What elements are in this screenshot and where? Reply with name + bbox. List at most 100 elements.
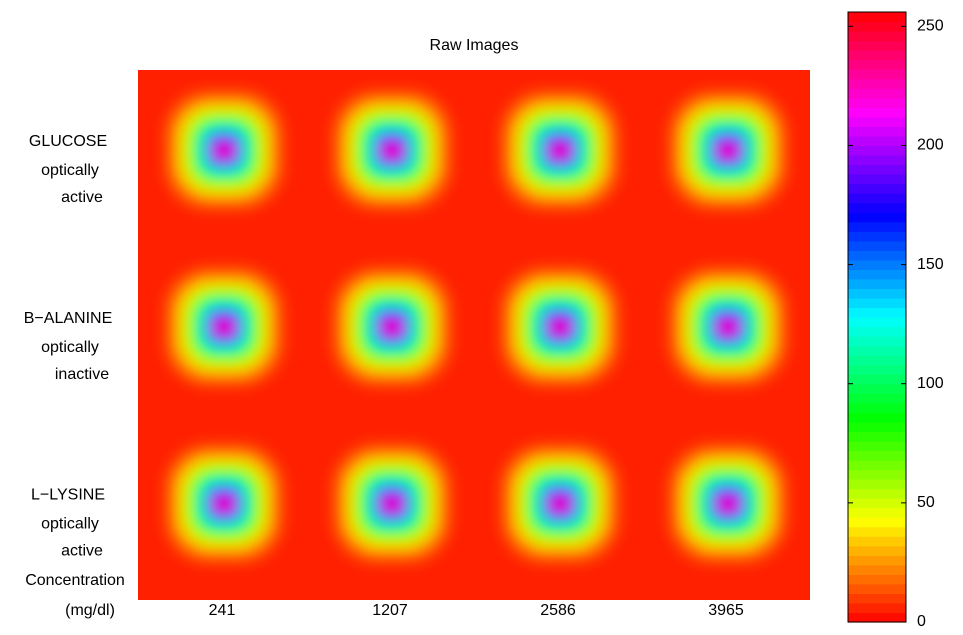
colorbar-step xyxy=(848,126,906,136)
colorbar-tick-label: 150 xyxy=(917,256,944,273)
row-sublabel: optically xyxy=(41,339,99,356)
colorbar-step xyxy=(848,517,906,527)
colorbar-step xyxy=(848,403,906,413)
colorbar-step xyxy=(848,612,906,622)
colorbar-step xyxy=(848,355,906,365)
page: Raw Images GLUCOSE optically active B−ALANI… xyxy=(0,0,963,635)
chart-title: Raw Images xyxy=(430,37,519,54)
colorbar-step xyxy=(848,117,906,127)
colorbar-step xyxy=(848,346,906,356)
colorbar-step xyxy=(848,12,906,22)
colorbar-step xyxy=(848,431,906,441)
colorbar-step xyxy=(848,22,906,32)
raw-image xyxy=(668,90,788,210)
x-axis-label: (mg/dl) xyxy=(65,602,115,619)
raw-image xyxy=(500,267,620,387)
image-grid xyxy=(138,70,810,600)
colorbar-step xyxy=(848,31,906,41)
colorbar-step xyxy=(848,69,906,79)
raw-image xyxy=(332,267,452,387)
raw-image xyxy=(164,443,284,563)
colorbar-tick-label: 0 xyxy=(917,613,926,630)
colorbar-step xyxy=(848,145,906,155)
colorbar-step xyxy=(848,470,906,480)
raw-image xyxy=(164,267,284,387)
colorbar-step xyxy=(848,441,906,451)
colorbar-step xyxy=(848,412,906,422)
colorbar-step xyxy=(848,365,906,375)
colorbar-step xyxy=(848,222,906,232)
colorbar-step xyxy=(848,193,906,203)
colorbar-step xyxy=(848,107,906,117)
raw-image xyxy=(164,90,284,210)
colorbar-step xyxy=(848,384,906,394)
colorbar-step xyxy=(848,374,906,384)
row-sublabel: inactive xyxy=(55,366,109,383)
colorbar-step xyxy=(848,98,906,108)
x-tick-label: 241 xyxy=(209,602,236,619)
colorbar-step xyxy=(848,498,906,508)
colorbar-step xyxy=(848,479,906,489)
colorbar-step xyxy=(848,279,906,289)
raw-image xyxy=(668,443,788,563)
colorbar-step xyxy=(848,174,906,184)
colorbar-step xyxy=(848,422,906,432)
colorbar-step xyxy=(848,565,906,575)
row-sublabel: optically xyxy=(41,162,99,179)
colorbar-step xyxy=(848,603,906,613)
colorbar-step xyxy=(848,155,906,165)
colorbar-step xyxy=(848,136,906,146)
colorbar-step xyxy=(848,298,906,308)
x-axis-label: Concentration xyxy=(25,572,125,589)
colorbar-step xyxy=(848,489,906,499)
colorbar-tick-label: 50 xyxy=(917,494,935,511)
raw-image xyxy=(500,443,620,563)
colorbar-step xyxy=(848,393,906,403)
colorbar-step xyxy=(848,593,906,603)
raw-image xyxy=(500,90,620,210)
row-sublabel: active xyxy=(61,189,103,206)
colorbar-step xyxy=(848,536,906,546)
colorbar-step xyxy=(848,79,906,89)
colorbar-step xyxy=(848,460,906,470)
row-label: GLUCOSE xyxy=(29,133,107,150)
colorbar-step xyxy=(848,184,906,194)
colorbar-tick-label: 250 xyxy=(917,18,944,35)
colorbar-step xyxy=(848,574,906,584)
colorbar-step xyxy=(848,508,906,518)
colorbar-tick-label: 200 xyxy=(917,137,944,154)
x-tick-label: 1207 xyxy=(372,602,408,619)
colorbar-step xyxy=(848,165,906,175)
raw-image xyxy=(332,90,452,210)
raw-image xyxy=(332,443,452,563)
colorbar-step xyxy=(848,241,906,251)
chart: Raw Images GLUCOSE optically active B−ALANI… xyxy=(0,0,963,635)
colorbar-step xyxy=(848,546,906,556)
colorbar-step xyxy=(848,212,906,222)
row-sublabel: active xyxy=(61,543,103,560)
colorbar-step xyxy=(848,288,906,298)
colorbar-step xyxy=(848,50,906,60)
colorbar-step xyxy=(848,450,906,460)
x-tick-label: 2586 xyxy=(540,602,576,619)
row-label: B−ALANINE xyxy=(24,310,112,327)
colorbar-step xyxy=(848,317,906,327)
colorbar-step xyxy=(848,250,906,260)
x-tick-label: 3965 xyxy=(708,602,744,619)
colorbar-step xyxy=(848,307,906,317)
colorbar-step xyxy=(848,231,906,241)
colorbar-step xyxy=(848,327,906,337)
row-sublabel: optically xyxy=(41,516,99,533)
colorbar-step xyxy=(848,60,906,70)
colorbar-step xyxy=(848,336,906,346)
colorbar-step xyxy=(848,203,906,213)
colorbar-tick-label: 100 xyxy=(917,375,944,392)
colorbar-step xyxy=(848,584,906,594)
colorbar-step xyxy=(848,527,906,537)
colorbar-step xyxy=(848,555,906,565)
row-label: L−LYSINE xyxy=(31,487,105,504)
colorbar-step xyxy=(848,41,906,51)
colorbar-step xyxy=(848,88,906,98)
colorbar-step xyxy=(848,269,906,279)
raw-image xyxy=(668,267,788,387)
